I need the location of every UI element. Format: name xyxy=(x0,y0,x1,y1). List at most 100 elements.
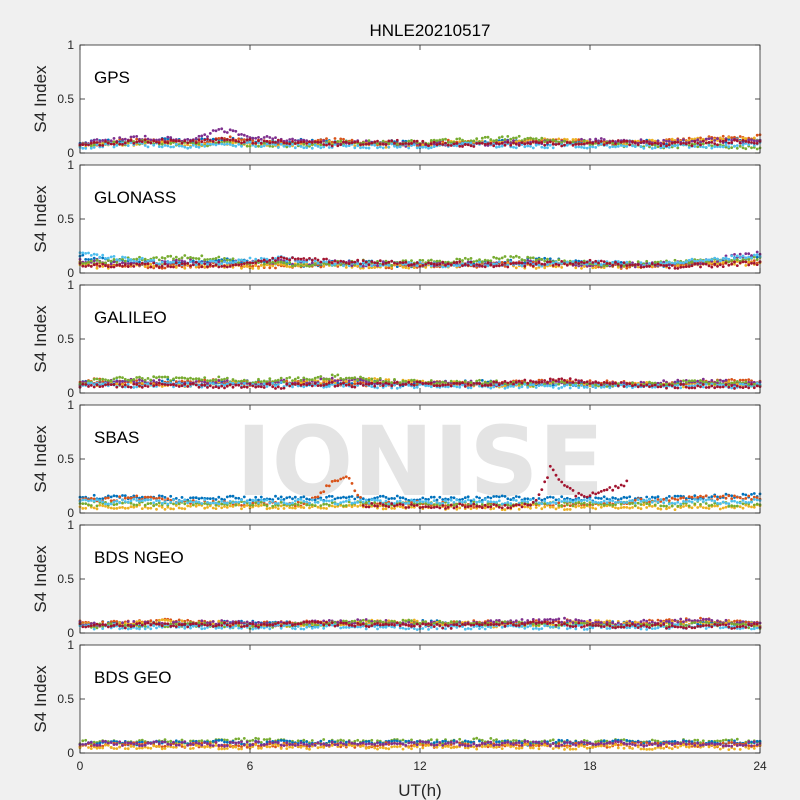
data-point xyxy=(659,141,663,145)
data-point xyxy=(602,260,606,263)
data-point xyxy=(313,257,317,260)
data-point xyxy=(274,384,277,388)
data-point xyxy=(89,139,93,143)
data-point xyxy=(574,138,578,141)
data-point xyxy=(724,261,728,265)
data-point xyxy=(526,386,530,389)
data-point xyxy=(143,140,147,144)
data-point xyxy=(364,146,368,150)
data-point xyxy=(512,136,515,140)
data-point xyxy=(529,383,532,387)
data-point xyxy=(347,259,351,263)
data-point xyxy=(98,143,102,147)
data-point xyxy=(305,146,309,150)
data-point xyxy=(455,142,459,145)
data-point xyxy=(455,379,459,383)
data-point xyxy=(291,379,294,383)
data-point xyxy=(279,260,283,264)
data-point xyxy=(608,262,612,265)
data-point xyxy=(656,260,660,264)
data-point xyxy=(563,139,566,143)
data-point xyxy=(251,384,255,388)
data-point xyxy=(418,260,422,264)
data-point xyxy=(172,263,175,266)
data-point xyxy=(517,139,521,143)
data-point xyxy=(639,263,643,267)
data-point xyxy=(293,142,297,145)
data-point xyxy=(492,385,496,389)
data-point xyxy=(129,379,133,382)
data-point xyxy=(104,140,107,143)
data-point xyxy=(115,382,119,386)
data-point xyxy=(500,144,504,148)
data-point xyxy=(327,260,331,264)
data-point xyxy=(262,386,266,389)
data-point xyxy=(132,265,136,268)
data-point xyxy=(497,260,501,264)
data-point xyxy=(359,143,362,147)
data-point xyxy=(588,264,592,268)
data-point xyxy=(268,261,272,264)
data-point xyxy=(642,146,646,150)
data-point xyxy=(310,146,314,150)
data-point xyxy=(605,141,609,145)
data-point xyxy=(109,259,113,263)
data-point xyxy=(568,379,572,383)
data-point xyxy=(735,264,739,267)
data-point xyxy=(279,139,283,143)
data-point xyxy=(208,384,212,388)
data-point xyxy=(330,376,334,380)
data-point xyxy=(197,262,201,266)
data-point xyxy=(325,137,328,141)
data-point xyxy=(327,385,331,388)
data-point xyxy=(95,266,99,270)
data-point xyxy=(401,265,405,269)
data-point xyxy=(662,142,666,146)
data-point xyxy=(548,264,552,267)
data-point xyxy=(231,257,235,261)
data-point xyxy=(625,266,629,270)
data-point xyxy=(299,381,303,385)
data-point xyxy=(682,379,685,383)
data-point xyxy=(146,140,150,144)
data-point xyxy=(172,139,175,143)
data-point xyxy=(452,142,456,146)
data-point xyxy=(378,264,382,267)
data-point xyxy=(245,144,249,148)
data-point xyxy=(665,261,668,264)
data-point xyxy=(636,260,640,263)
data-point xyxy=(203,262,207,266)
data-point xyxy=(721,137,725,141)
data-point xyxy=(364,260,368,264)
data-point xyxy=(560,262,564,265)
data-point xyxy=(237,140,241,143)
data-point xyxy=(191,139,195,142)
data-point xyxy=(344,379,348,383)
data-point xyxy=(305,258,309,262)
data-point xyxy=(155,138,158,142)
data-point xyxy=(557,142,561,146)
data-point xyxy=(208,381,212,385)
data-point xyxy=(265,135,269,138)
data-point xyxy=(330,383,334,386)
data-point xyxy=(254,380,258,384)
data-point xyxy=(333,143,337,146)
data-point xyxy=(395,265,399,268)
data-point xyxy=(364,377,368,381)
data-point xyxy=(410,263,413,267)
data-point xyxy=(288,384,292,388)
data-point xyxy=(407,261,411,264)
data-point xyxy=(738,378,742,382)
data-point xyxy=(548,140,552,144)
data-point xyxy=(104,383,107,387)
data-point xyxy=(446,143,450,147)
data-point xyxy=(588,258,592,262)
data-point xyxy=(112,377,116,381)
data-point xyxy=(305,142,309,145)
data-point xyxy=(421,139,425,143)
data-point xyxy=(359,377,362,381)
data-point xyxy=(509,262,513,265)
data-point xyxy=(231,378,235,381)
data-point xyxy=(356,144,360,148)
data-point xyxy=(503,261,507,265)
